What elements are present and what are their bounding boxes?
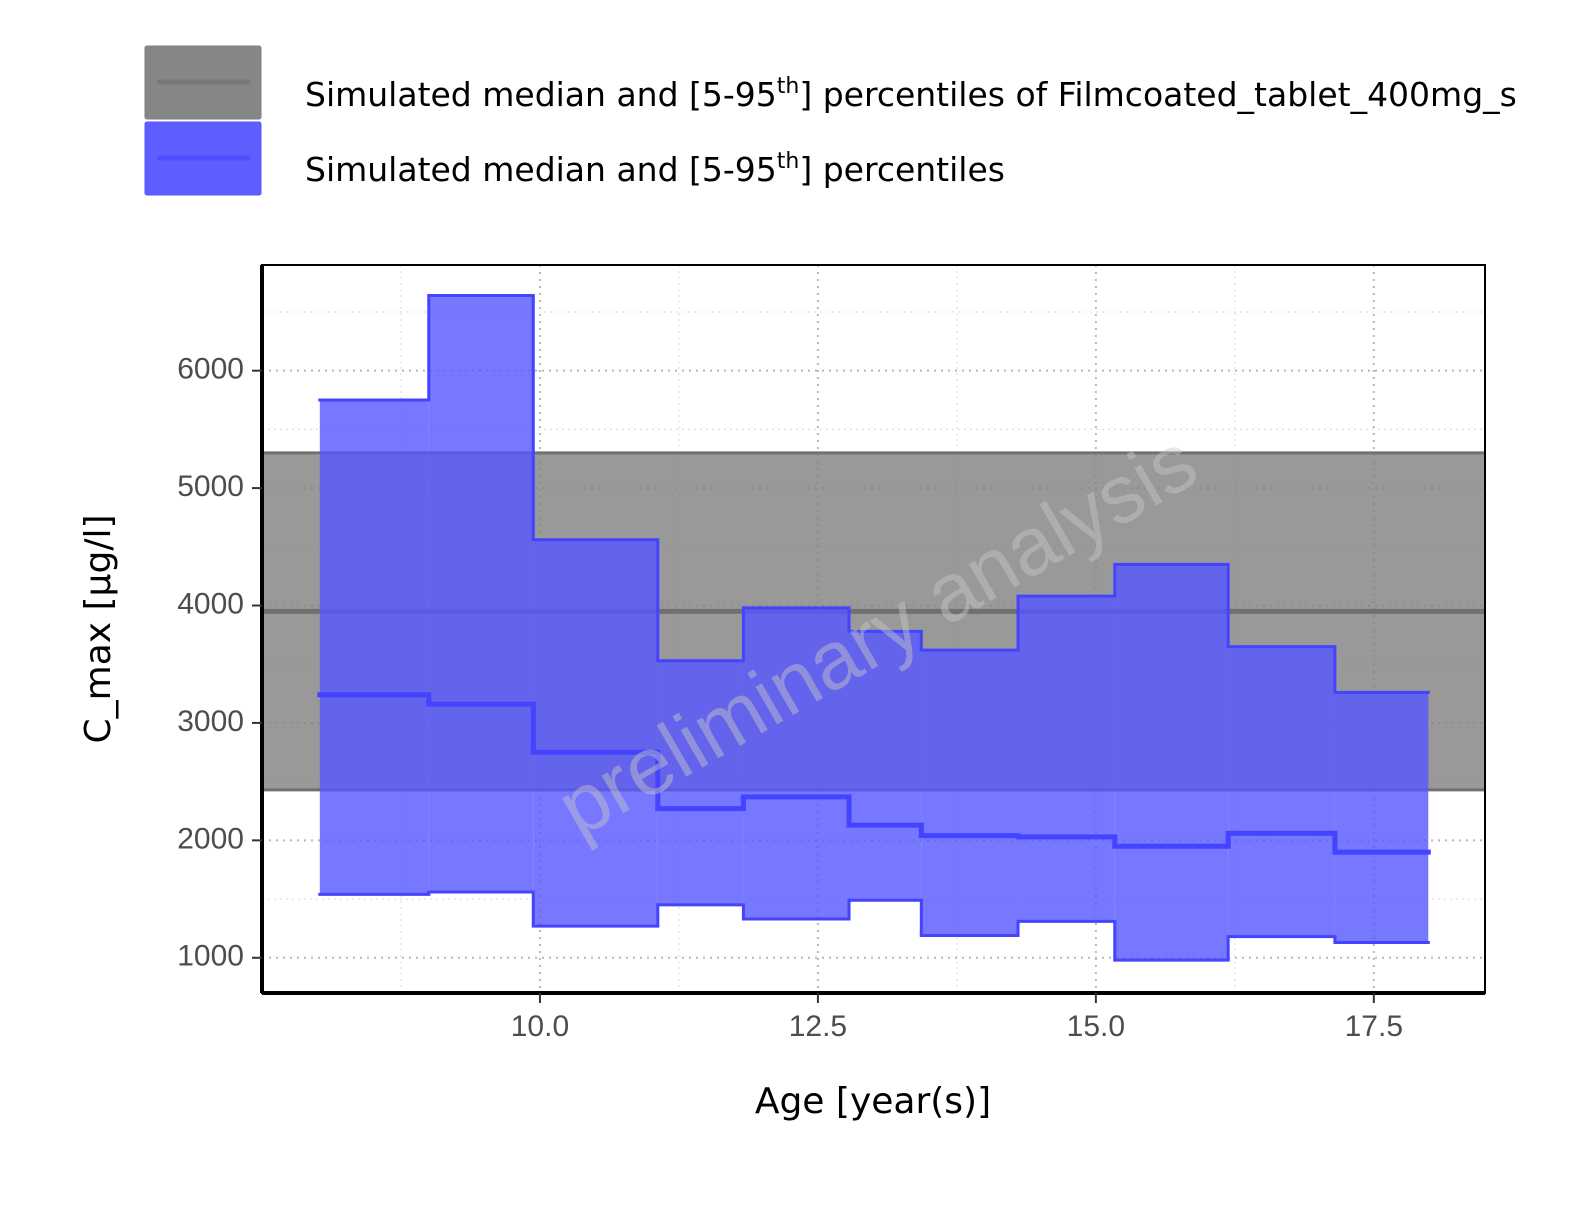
x-axis-title: Age [year(s)] [755,1081,991,1122]
legend-label-part: th [777,74,800,99]
ribbon-bin [1114,564,1229,961]
y-tick-label: 4000 [177,587,244,620]
ribbon-bin [1228,646,1335,937]
x-tick-label: 15.0 [1067,1010,1125,1043]
y-axis-title: C_max [µg/l] [78,515,119,744]
legend-label-part: Simulated median and [5-95 [305,150,777,189]
ribbon-bin [1018,596,1115,922]
ribbon-bin [921,650,1019,936]
x-tick-label: 10.0 [511,1010,569,1043]
legend-label-part: Simulated median and [5-95 [305,75,777,114]
y-tick-label: 6000 [177,353,244,386]
ribbon-bin [657,660,744,905]
y-tick-label: 1000 [177,940,244,973]
ribbon-bin [428,295,534,893]
legend-label-part: ] percentiles of Filmcoated_tablet_400mg… [799,75,1516,114]
x-tick-label: 17.5 [1345,1010,1403,1043]
ribbon-bin [849,631,922,901]
legend-label: Simulated median and [5-95th] percentile… [305,149,1005,189]
x-tick-label: 12.5 [789,1010,847,1043]
ribbon-bin [319,400,429,895]
legend-label-part: th [777,149,800,174]
y-tick-label: 3000 [177,705,244,738]
ribbon-bin [1334,692,1429,943]
legend-label: Simulated median and [5-95th] percentile… [305,74,1517,114]
y-tick-label: 2000 [177,822,244,855]
y-tick-label: 5000 [177,470,244,503]
ribbon-bin [743,607,850,920]
ribbon-bin [533,539,658,927]
legend-label-part: ] percentiles [799,150,1005,189]
